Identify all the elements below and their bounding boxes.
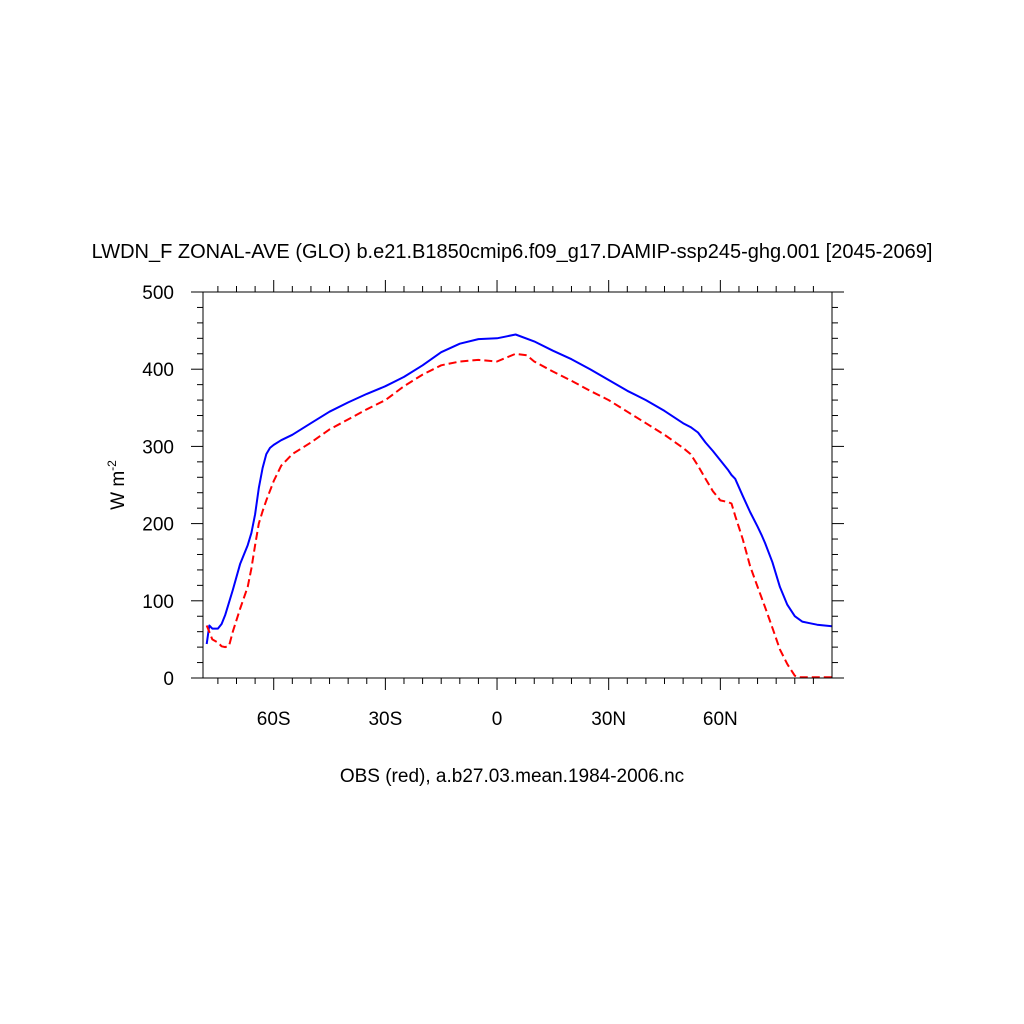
y-tick-label: 400 [142, 360, 174, 381]
y-tick-label: 100 [142, 592, 174, 613]
y-axis-label-text: W m [108, 471, 129, 510]
chart-title: LWDN_F ZONAL-AVE (GLO) b.e21.B1850cmip6.… [92, 241, 933, 263]
plot-frame [202, 291, 833, 679]
tick-layer: 60S 30S 0 30N 60N 0 100 200 300 400 500 [142, 280, 844, 730]
x-tick-label: 30S [368, 709, 402, 730]
chart-footer: OBS (red), a.b27.03.mean.1984-2006.nc [340, 766, 684, 787]
y-tick-label: 500 [142, 283, 174, 304]
x-tick-label: 0 [492, 709, 503, 730]
series-layer [205, 333, 833, 679]
y-tick-label: 300 [142, 437, 174, 458]
x-tick-label: 60N [703, 709, 738, 730]
model-series-line [205, 333, 833, 645]
y-tick-label: 200 [142, 515, 174, 536]
x-tick-label: 30N [591, 709, 626, 730]
obs-series-line [205, 352, 832, 679]
y-tick-label: 0 [163, 669, 174, 690]
y-axis-label: W m-2 [105, 460, 129, 510]
y-axis-label-superscript: -2 [105, 460, 119, 471]
plot-area: 60S 30S 0 30N 60N 0 100 200 300 400 500 [142, 280, 844, 730]
x-tick-label: 60S [257, 709, 291, 730]
